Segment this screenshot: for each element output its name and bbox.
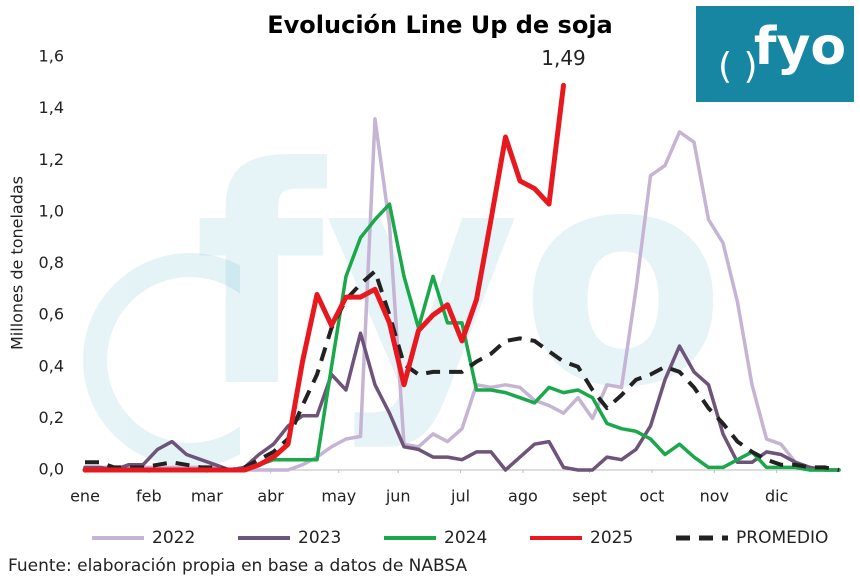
y-axis-label: Millones de toneladas xyxy=(8,176,27,350)
series-line xyxy=(82,82,566,473)
x-tick-label: oct xyxy=(640,487,665,506)
legend-label: 2024 xyxy=(444,528,487,548)
series-line xyxy=(83,331,841,472)
y-tick-label: 1,0 xyxy=(39,201,64,220)
x-tick-label: nov xyxy=(700,487,729,506)
y-tick-label: 0,6 xyxy=(39,305,64,324)
logo-paren: ( ) xyxy=(718,46,758,87)
x-tick-label: ago xyxy=(508,487,538,506)
watermark-text: fyo xyxy=(194,104,726,453)
legend-label: PROMEDIO xyxy=(736,528,828,548)
logo: fyo xyxy=(754,17,846,77)
y-tick-label: 0,0 xyxy=(39,460,64,479)
data-label: 1,49 xyxy=(541,46,586,70)
x-tick-label: feb xyxy=(136,487,162,506)
y-tick-label: 0,2 xyxy=(39,408,64,427)
y-tick-label: 1,4 xyxy=(39,98,64,117)
legend-label: 2025 xyxy=(590,528,633,548)
series-line xyxy=(85,269,840,472)
y-tick-label: 1,2 xyxy=(39,150,64,169)
y-tick-label: 0,4 xyxy=(39,356,64,375)
legend-label: 2022 xyxy=(152,528,195,548)
legend-label: 2023 xyxy=(298,528,341,548)
x-tick-label: abr xyxy=(257,487,284,506)
y-tick-label: 0,8 xyxy=(39,253,64,272)
source: Fuente: elaboración propia en base a dat… xyxy=(8,556,467,576)
logo-box xyxy=(696,6,854,102)
chart-title: Evolución Line Up de soja xyxy=(267,11,613,39)
x-tick-label: mar xyxy=(191,487,223,506)
y-tick-label: 1,6 xyxy=(39,47,64,66)
x-tick-label: jun xyxy=(385,487,411,506)
x-tick-label: jul xyxy=(450,487,470,506)
x-tick-label: dic xyxy=(765,487,788,506)
x-tick-label: may xyxy=(321,487,356,506)
x-tick-label: sept xyxy=(572,487,607,506)
x-tick-label: ene xyxy=(70,487,100,506)
